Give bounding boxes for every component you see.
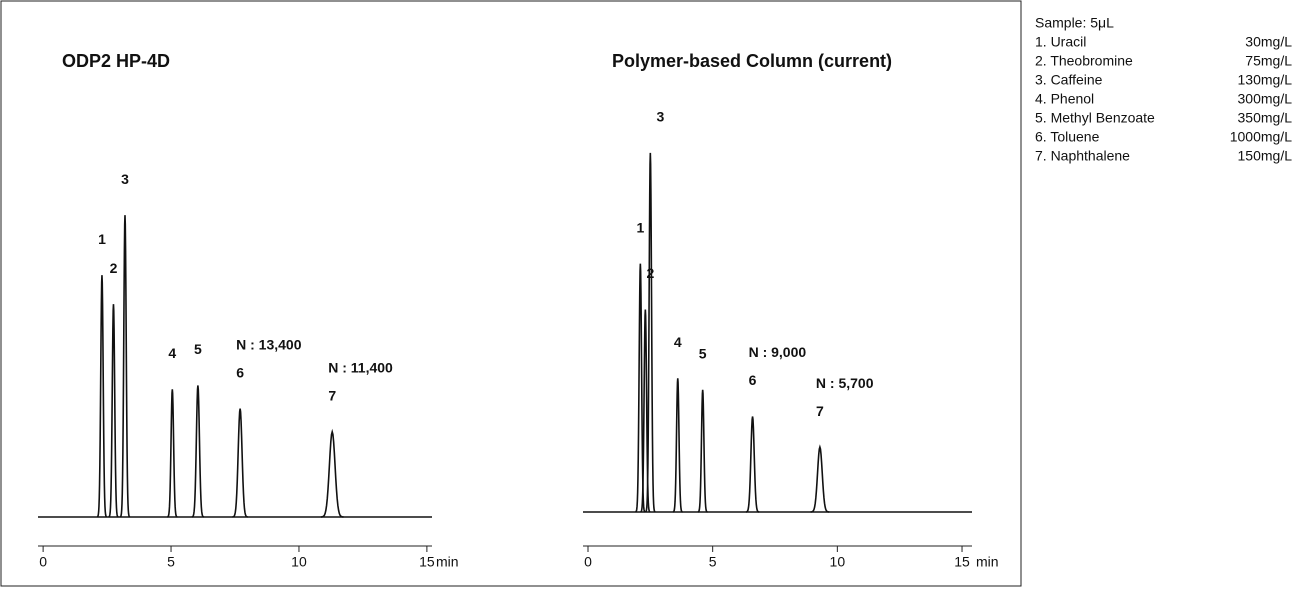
sample-amount: 30mg/L xyxy=(1245,34,1292,50)
peak-annotation: N : 11,400 xyxy=(328,360,393,376)
peak xyxy=(810,444,830,513)
frame xyxy=(0,0,1022,587)
peak xyxy=(167,389,178,518)
peak-label: 1 xyxy=(98,231,106,247)
peak-label: 3 xyxy=(656,109,664,125)
x-tick-label: 15 xyxy=(419,554,435,570)
x-tick-label: 10 xyxy=(291,554,307,570)
peak-label: 4 xyxy=(674,334,682,350)
peak-label: 7 xyxy=(328,388,336,404)
peak-label: 3 xyxy=(121,171,129,187)
peak xyxy=(635,263,646,513)
peak-label: 7 xyxy=(816,403,824,419)
peak xyxy=(640,309,651,513)
peak-label: 2 xyxy=(646,265,654,281)
x-tick-label: 15 xyxy=(954,554,970,570)
peak xyxy=(672,378,683,513)
x-axis-label: min xyxy=(976,554,999,570)
peak xyxy=(191,385,205,518)
peak-label: 5 xyxy=(699,345,707,361)
chart-title: Polymer-based Column (current) xyxy=(612,51,892,71)
chart-title: ODP2 HP-4D xyxy=(62,51,170,71)
sample-amount: 350mg/L xyxy=(1238,110,1293,126)
x-tick-label: 0 xyxy=(39,554,47,570)
peak-label: 6 xyxy=(749,372,757,388)
x-tick-label: 0 xyxy=(584,554,592,570)
x-tick-label: 10 xyxy=(830,554,846,570)
peak-annotation: N : 13,400 xyxy=(236,336,302,352)
peak xyxy=(119,215,131,518)
sample-name: 7. Naphthalene xyxy=(1035,148,1130,164)
sample-name: 6. Toluene xyxy=(1035,129,1100,145)
sample-amount: 1000mg/L xyxy=(1230,129,1292,145)
sample-title: Sample: 5μL xyxy=(1035,15,1114,31)
sample-name: 2. Theobromine xyxy=(1035,53,1133,69)
sample-amount: 300mg/L xyxy=(1238,91,1293,107)
peak-label: 5 xyxy=(194,341,202,357)
peak-annotation: N : 5,700 xyxy=(816,375,874,391)
sample-amount: 130mg/L xyxy=(1238,72,1293,88)
x-axis-label: min xyxy=(436,554,459,570)
sample-amount: 75mg/L xyxy=(1245,53,1292,69)
peak-label: 2 xyxy=(110,260,118,276)
x-tick-label: 5 xyxy=(709,554,717,570)
sample-name: 5. Methyl Benzoate xyxy=(1035,110,1155,126)
peak-annotation: N : 9,000 xyxy=(749,344,807,360)
peak xyxy=(745,416,760,513)
sample-amount: 150mg/L xyxy=(1238,148,1293,164)
peak xyxy=(96,275,108,518)
peak-label: 1 xyxy=(636,219,644,235)
peak xyxy=(232,408,248,518)
peak xyxy=(108,304,119,518)
x-tick-label: 5 xyxy=(167,554,175,570)
sample-name: 4. Phenol xyxy=(1035,91,1094,107)
sample-name: 1. Uracil xyxy=(1035,34,1086,50)
sample-name: 3. Caffeine xyxy=(1035,72,1103,88)
peak-label: 4 xyxy=(168,345,176,361)
peak xyxy=(320,428,344,518)
peak xyxy=(697,389,708,513)
peak-label: 6 xyxy=(236,364,244,380)
peak xyxy=(645,152,656,513)
